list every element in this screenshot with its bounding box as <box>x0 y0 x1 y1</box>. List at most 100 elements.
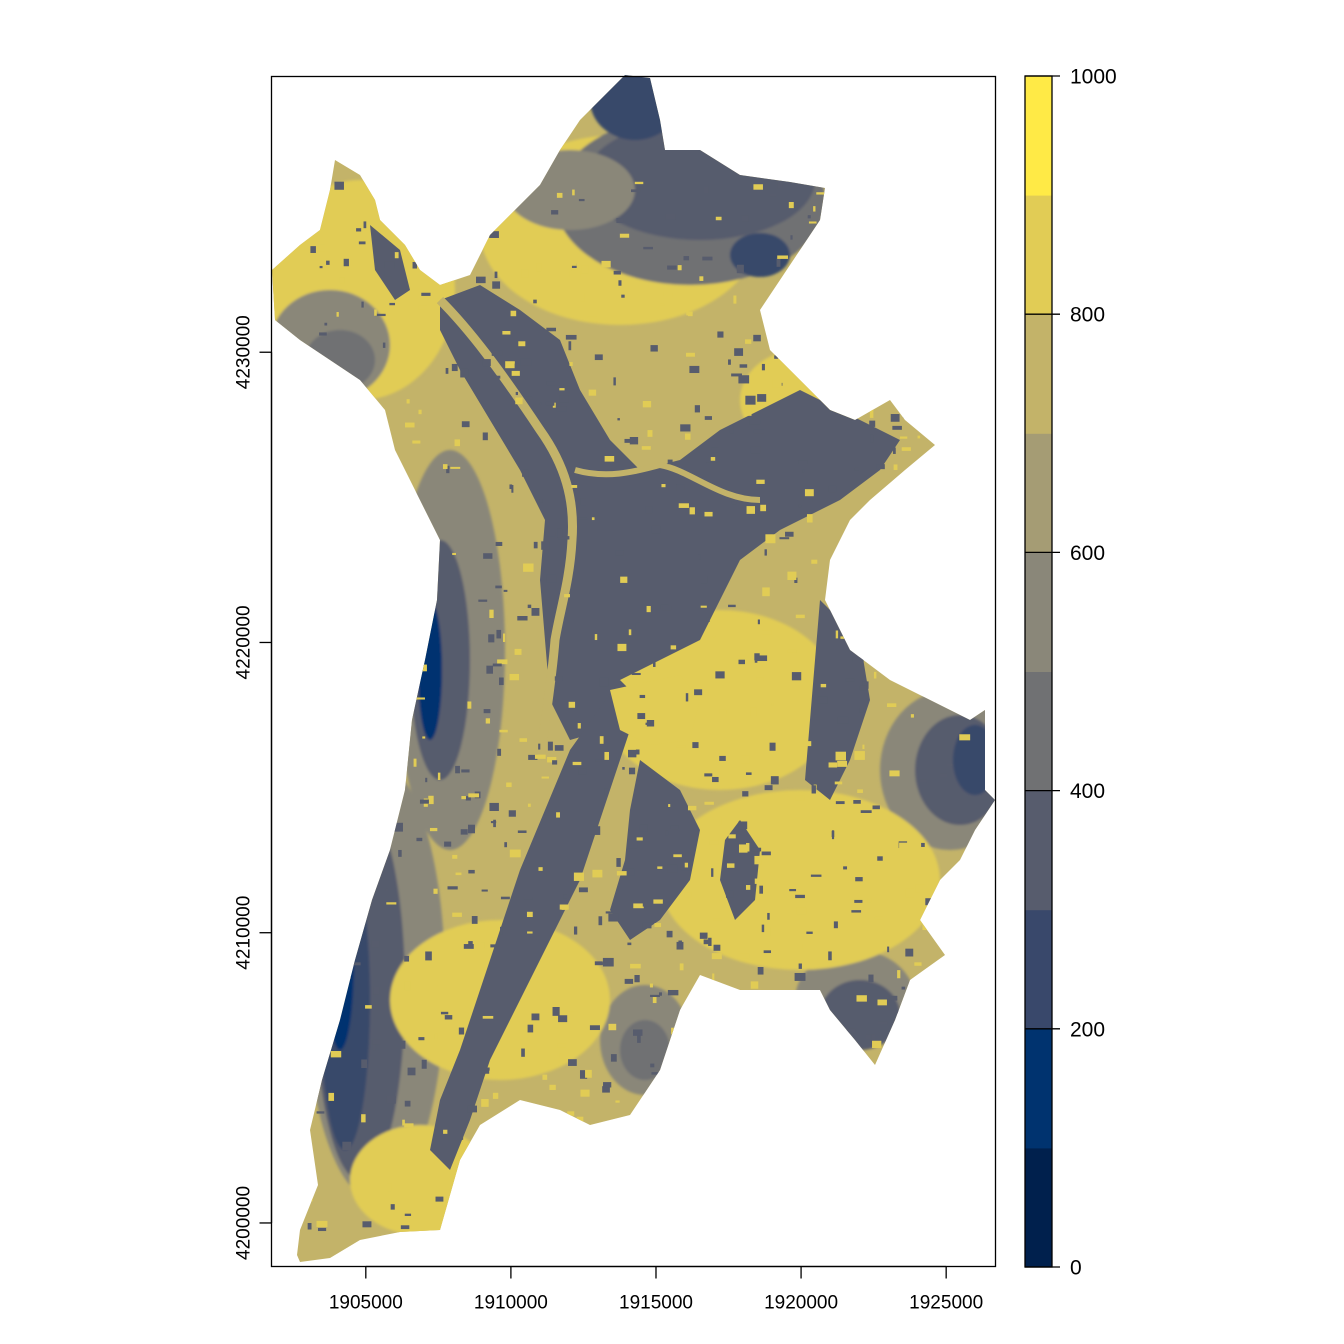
raster-speckle <box>575 1191 585 1201</box>
raster-speckle <box>711 868 714 877</box>
raster-speckle <box>324 423 332 431</box>
raster-speckle <box>341 978 347 982</box>
raster-speckle <box>326 260 330 265</box>
raster-speckle <box>491 375 501 379</box>
raster-speckle <box>455 765 460 774</box>
raster-speckle <box>620 576 628 583</box>
raster-speckle <box>938 1110 949 1120</box>
raster-speckle <box>547 756 557 763</box>
raster-speckle <box>893 267 900 274</box>
raster-speckle <box>731 373 742 377</box>
raster-speckle <box>775 1114 784 1122</box>
raster-speckle <box>650 1063 655 1068</box>
raster-speckle <box>831 289 842 296</box>
raster-speckle <box>521 1048 525 1057</box>
raster-speckle <box>848 587 852 591</box>
raster-speckle <box>706 462 717 465</box>
y-tick-label: 4200000 <box>234 1186 255 1260</box>
raster-speckle <box>742 791 749 797</box>
raster-speckle <box>365 1005 372 1009</box>
raster-speckle <box>315 786 325 793</box>
raster-speckle <box>412 440 421 444</box>
raster-speckle <box>844 1155 848 1163</box>
raster-speckle <box>349 790 352 793</box>
raster-speckle <box>760 1062 769 1065</box>
raster-speckle <box>911 1125 923 1129</box>
raster-speckle <box>757 619 760 625</box>
raster-speckle <box>750 981 759 989</box>
raster-speckle <box>933 1128 943 1135</box>
raster-speckle <box>317 663 324 670</box>
raster-speckle <box>502 330 511 335</box>
raster-speckle <box>767 1010 770 1014</box>
raster-speckle <box>812 281 824 288</box>
raster-speckle <box>772 378 782 388</box>
raster-speckle <box>904 227 910 234</box>
raster-speckle <box>303 1194 313 1202</box>
raster-speckle <box>557 1043 567 1048</box>
raster-speckle <box>776 999 786 1003</box>
raster-speckle <box>604 456 615 462</box>
raster-speckle <box>481 1099 489 1107</box>
raster-speckle <box>942 665 948 674</box>
raster-speckle <box>493 1194 496 1203</box>
raster-zone <box>326 870 354 1050</box>
raster-speckle <box>333 799 343 805</box>
raster-speckle <box>751 847 762 852</box>
raster-speckle <box>804 499 813 503</box>
raster-speckle <box>828 485 837 493</box>
raster-speckle <box>591 517 595 521</box>
raster-speckle <box>704 511 713 517</box>
raster-speckle <box>706 1159 716 1168</box>
raster-speckle <box>797 291 803 297</box>
raster-speckle <box>549 1198 559 1201</box>
raster-speckle <box>890 304 897 307</box>
raster-speckle <box>879 328 887 337</box>
raster-speckle <box>699 932 708 939</box>
raster-speckle <box>378 617 390 622</box>
raster-speckle <box>645 506 653 514</box>
raster-speckle <box>511 1186 518 1195</box>
raster-speckle <box>639 824 648 832</box>
raster-speckle <box>703 186 709 194</box>
raster-speckle <box>571 485 578 488</box>
raster-speckle <box>556 406 567 412</box>
raster-speckle <box>909 996 919 1002</box>
raster-speckle <box>750 707 757 716</box>
raster-speckle <box>596 1213 603 1219</box>
raster-speckle <box>867 620 870 624</box>
raster-speckle <box>616 871 627 876</box>
raster-speckle <box>637 1209 645 1212</box>
raster-speckle <box>447 886 458 890</box>
raster-speckle <box>588 389 597 396</box>
raster-speckle <box>461 796 466 800</box>
raster-speckle <box>911 381 922 387</box>
raster-speckle <box>460 368 469 378</box>
raster-speckle <box>685 693 689 702</box>
raster-speckle <box>363 627 375 634</box>
raster-speckle <box>336 971 342 979</box>
raster-speckle <box>578 198 585 202</box>
raster-speckle <box>667 989 679 996</box>
raster-speckle <box>802 352 808 359</box>
raster-speckle <box>551 210 559 215</box>
raster-speckle <box>867 898 872 903</box>
legend-color-swatch <box>1025 790 1052 911</box>
raster-speckle <box>573 872 585 881</box>
raster-speckle <box>857 789 863 793</box>
raster-speckle <box>926 1182 929 1186</box>
raster-speckle <box>465 1205 474 1210</box>
raster-speckle <box>841 234 848 241</box>
raster-speckle <box>757 1128 763 1133</box>
raster-speckle <box>452 912 462 917</box>
raster-speckle <box>573 926 578 935</box>
raster-speckle <box>684 892 692 898</box>
raster-speckle <box>678 940 682 946</box>
raster-speckle <box>703 1098 714 1106</box>
raster-speckle <box>941 389 947 396</box>
raster-speckle <box>719 709 727 715</box>
raster-speckle <box>865 1123 874 1130</box>
raster-speckle <box>738 844 748 853</box>
raster-speckle <box>901 1077 911 1082</box>
